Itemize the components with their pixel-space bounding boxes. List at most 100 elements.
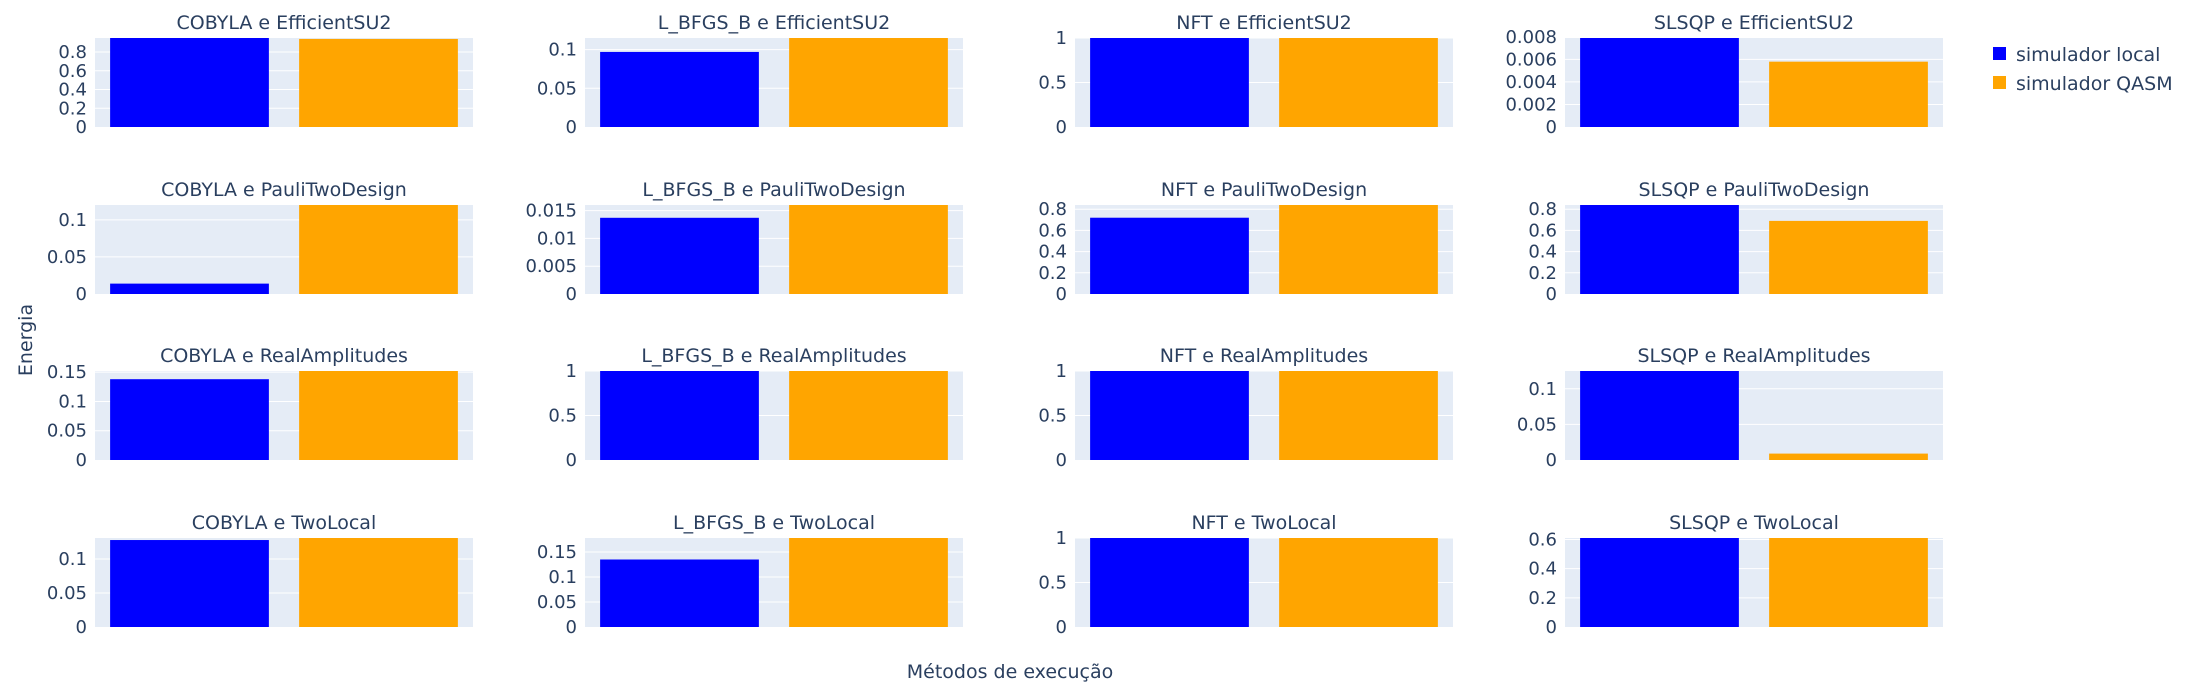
y-tick-label: 1 — [566, 361, 577, 382]
y-tick-label: 0.05 — [47, 583, 87, 604]
legend-swatch-local — [1993, 47, 2006, 60]
y-tick-label: 0.4 — [1528, 242, 1557, 263]
bar-qasm — [1279, 538, 1438, 627]
bar-qasm — [1279, 205, 1438, 294]
subplot-title: COBYLA e PauliTwoDesign — [161, 179, 407, 201]
bar-local — [1580, 38, 1739, 127]
bar-local — [1090, 371, 1249, 460]
y-tick-label: 0.8 — [1528, 199, 1557, 220]
y-tick-label: 0 — [566, 617, 577, 638]
y-tick-label: 0.15 — [47, 362, 87, 383]
subplot-title: COBYLA e EfficientSU2 — [177, 12, 392, 34]
y-tick-label: 0.05 — [537, 78, 577, 99]
bar-local — [600, 371, 759, 460]
y-tick-label: 0 — [566, 450, 577, 471]
y-tick-label: 0.6 — [1038, 220, 1067, 241]
bar-qasm — [1769, 538, 1928, 627]
y-tick-label: 0.008 — [1505, 27, 1557, 48]
y-tick-label: 0.006 — [1505, 49, 1557, 70]
y-tick-label: 0.015 — [525, 201, 577, 222]
bar-qasm — [789, 38, 948, 127]
y-tick-label: 0.4 — [58, 80, 87, 101]
bar-qasm — [789, 205, 948, 294]
subplot: 00.20.40.60.8 SLSQP e PauliTwoDesign — [1528, 179, 1943, 305]
subplot: 0 0.05 0.1 COBYLA e TwoLocal — [47, 512, 473, 638]
subplot: 0 0.005 0.01 0.015 L_BFGS_B e PauliTwoDesign — [525, 179, 963, 305]
y-tick-label: 0 — [1546, 117, 1557, 138]
subplot: 0 0.5 1 NFT e RealAmplitudes — [1038, 345, 1453, 471]
legend-swatch-qasm — [1993, 76, 2006, 89]
legend-label-local: simulador local — [2016, 44, 2160, 66]
y-tick-label: 0 — [1546, 617, 1557, 638]
bar-qasm — [789, 371, 948, 460]
subplot-title: L_BFGS_B e TwoLocal — [673, 512, 875, 534]
bar-local — [110, 38, 269, 127]
bar-local — [110, 283, 269, 294]
bar-qasm — [1769, 61, 1928, 127]
y-tick-label: 0.05 — [537, 592, 577, 613]
y-tick-label: 0 — [566, 284, 577, 305]
y-tick-label: 0.8 — [1038, 199, 1067, 220]
bar-qasm — [789, 538, 948, 627]
subplot: 0 0.05 0.1 0.15 L_BFGS_B e TwoLocal — [537, 512, 963, 638]
subplot-title: L_BFGS_B e RealAmplitudes — [641, 345, 906, 367]
y-tick-label: 0 — [1056, 617, 1067, 638]
subplot: 0 0.05 0.1 SLSQP e RealAmplitudes — [1517, 345, 1943, 471]
y-tick-label: 0.01 — [537, 228, 577, 249]
y-tick-label: 0.15 — [537, 542, 577, 563]
bar-local — [600, 559, 759, 627]
subplot: 0 0.2 0.4 0.6 SLSQP e TwoLocal — [1528, 512, 1943, 638]
y-tick-label: 0.6 — [1528, 529, 1557, 550]
subplot: 0 0.5 1 NFT e TwoLocal — [1038, 512, 1453, 638]
y-tick-label: 0.1 — [548, 40, 577, 61]
subplot-title: NFT e EfficientSU2 — [1176, 12, 1352, 34]
y-tick-label: 0 — [1056, 284, 1067, 305]
y-tick-label: 0.05 — [1517, 414, 1557, 435]
y-tick-label: 0.6 — [58, 61, 87, 82]
subplot: 00.20.40.60.8 NFT e PauliTwoDesign — [1038, 179, 1453, 305]
legend-label-qasm: simulador QASM — [2016, 73, 2173, 95]
bar-local — [1580, 538, 1739, 627]
y-tick-label: 0.4 — [1038, 242, 1067, 263]
bar-local — [1580, 205, 1739, 294]
y-tick-label: 0.5 — [1038, 73, 1067, 94]
y-tick-label: 0 — [76, 617, 87, 638]
subplot-title: L_BFGS_B e PauliTwoDesign — [642, 179, 905, 201]
bar-local — [600, 51, 759, 127]
y-tick-label: 0 — [1546, 450, 1557, 471]
bar-local — [1090, 38, 1249, 127]
subplot-title: SLSQP e TwoLocal — [1669, 512, 1839, 534]
subplot: 0 0.05 0.1 0.15 COBYLA e RealAmplitudes — [47, 345, 473, 471]
subplot-title: L_BFGS_B e EfficientSU2 — [658, 12, 890, 34]
y-tick-label: 1 — [1056, 528, 1067, 549]
y-tick-label: 0.5 — [1038, 573, 1067, 594]
y-tick-label: 0.2 — [58, 98, 87, 119]
subplot-title: NFT e RealAmplitudes — [1160, 345, 1368, 367]
y-tick-label: 0.1 — [58, 391, 87, 412]
bar-qasm — [299, 205, 458, 294]
subplot: 0 0.5 1 NFT e EfficientSU2 — [1038, 12, 1453, 138]
bar-qasm — [1279, 371, 1438, 460]
y-tick-label: 0.1 — [1528, 379, 1557, 400]
y-tick-label: 0.4 — [1528, 559, 1557, 580]
subplot-title: SLSQP e EfficientSU2 — [1654, 12, 1854, 34]
bar-qasm — [299, 538, 458, 627]
y-tick-label: 0.2 — [1528, 588, 1557, 609]
bar-qasm — [299, 371, 458, 460]
y-tick-label: 0.004 — [1505, 72, 1557, 93]
bar-qasm — [1279, 38, 1438, 127]
y-axis-title: Energia — [15, 304, 37, 376]
subplot: 0 0.05 0.1 COBYLA e PauliTwoDesign — [47, 179, 473, 305]
y-tick-label: 0.1 — [548, 567, 577, 588]
bar-qasm — [299, 38, 458, 127]
y-tick-label: 0 — [1546, 284, 1557, 305]
y-tick-label: 0.002 — [1505, 94, 1557, 115]
y-tick-label: 0.8 — [58, 42, 87, 63]
subplot-title: COBYLA e RealAmplitudes — [160, 345, 408, 367]
y-tick-label: 0.05 — [47, 247, 87, 268]
legend: simulador local simulador QASM — [1993, 44, 2173, 95]
bar-local — [1090, 538, 1249, 627]
subplot-title: SLSQP e RealAmplitudes — [1637, 345, 1870, 367]
